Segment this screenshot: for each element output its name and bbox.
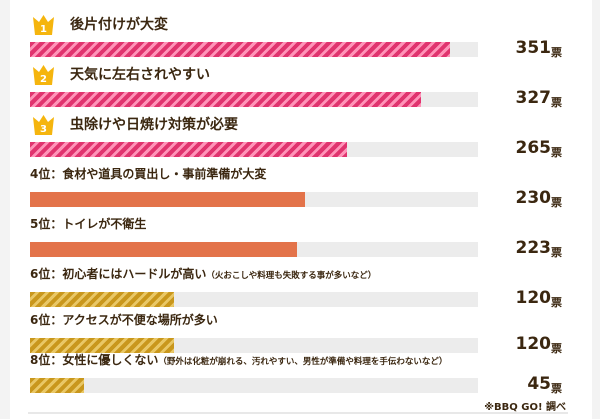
ranking-row: 4位：食材や道具の買出し・事前準備が大変 230 票 (0, 152, 600, 209)
ranking-row: 1 後片付けが大変 351 票 (0, 2, 600, 59)
bar-track (30, 292, 478, 307)
crown-icon: 2 (33, 65, 54, 85)
vote-count: 120 (515, 288, 552, 308)
vote-count: 223 (515, 238, 552, 258)
ranking-row: 6位：アクセスが不便な場所が多い 120 票 (0, 298, 600, 355)
vote-count: 327 (515, 88, 552, 108)
item-label-group: 5位：トイレが不衛生 (30, 215, 146, 232)
bar-track (30, 242, 478, 257)
vote-unit: 票 (551, 46, 562, 59)
bar (30, 242, 297, 257)
bar-track (30, 378, 478, 393)
left-edge-panel (0, 0, 10, 419)
vote-count: 120 (515, 334, 552, 354)
ranking-row: 8位：女性に優しくない（野外は化粧が崩れる、汚れやすい、男性が準備や料理を手伝わ… (0, 338, 600, 395)
vote-unit: 票 (551, 146, 562, 159)
item-note: （火おこしや料理も失敗する事が多いなど） (206, 271, 377, 281)
ranking-row: 2 天気に左右されやすい 327 票 (0, 52, 600, 109)
vote-unit: 票 (551, 246, 562, 259)
rank-number: 1 (40, 24, 47, 35)
item-note: （野外は化粧が崩れる、汚れやすい、男性が準備や料理を手伝わないなど） (158, 357, 448, 367)
bar-track (30, 192, 478, 207)
item-label-group: 8位：女性に優しくない（野外は化粧が崩れる、汚れやすい、男性が準備や料理を手伝わ… (30, 351, 447, 368)
item-label: 女性に優しくない (62, 353, 159, 367)
bottom-divider (28, 412, 568, 414)
item-label: トイレが不衛生 (62, 217, 147, 231)
vote-unit: 票 (551, 296, 562, 309)
rank-number: 2 (40, 74, 47, 85)
bar (30, 378, 84, 393)
vote-unit: 票 (551, 382, 562, 395)
vote-unit: 票 (551, 342, 562, 355)
rank-text: 5位： (30, 217, 63, 231)
bar (30, 338, 174, 353)
vote-count: 265 (515, 138, 552, 158)
rank-text: 8位： (30, 353, 63, 367)
item-label-group: 6位：アクセスが不便な場所が多い (30, 311, 218, 328)
bar-track (30, 42, 478, 57)
item-label: 天気に左右されやすい (70, 67, 210, 83)
rank-text: 6位： (30, 267, 63, 281)
bar-track (30, 338, 478, 353)
rank-text: 6位： (30, 313, 63, 327)
bar (30, 42, 450, 57)
vote-unit: 票 (551, 96, 562, 109)
vote-count: 351 (515, 38, 552, 58)
ranking-row: 6位：初心者にはハードルが高い（火おこしや料理も失敗する事が多いなど） 120 票 (0, 252, 600, 309)
source-note: ※BBQ GO! 調べ (484, 402, 566, 413)
ranking-row: 5位：トイレが不衛生 223 票 (0, 202, 600, 259)
item-label: アクセスが不便な場所が多い (62, 313, 218, 327)
crown-icon: 3 (33, 115, 54, 135)
crown-icon: 1 (33, 15, 54, 35)
item-label: 後片付けが大変 (70, 17, 168, 33)
vote-count: 230 (515, 188, 552, 208)
item-label-group: 4位：食材や道具の買出し・事前準備が大変 (30, 165, 266, 182)
bar-track (30, 92, 478, 107)
bar-track (30, 142, 478, 157)
bar (30, 192, 305, 207)
item-label: 食材や道具の買出し・事前準備が大変 (62, 167, 267, 181)
ranking-row: 3 虫除けや日焼け対策が必要 265 票 (0, 102, 600, 159)
item-label-group: 6位：初心者にはハードルが高い（火おこしや料理も失敗する事が多いなど） (30, 265, 376, 282)
right-edge-panel (592, 0, 600, 419)
rank-number: 3 (40, 124, 47, 135)
item-label: 虫除けや日焼け対策が必要 (70, 117, 238, 133)
rank-text: 4位： (30, 167, 63, 181)
bar (30, 92, 421, 107)
item-label: 初心者にはハードルが高い (62, 267, 207, 281)
vote-unit: 票 (551, 196, 562, 209)
bar (30, 292, 174, 307)
vote-count: 45 (527, 374, 551, 394)
bar (30, 142, 347, 157)
